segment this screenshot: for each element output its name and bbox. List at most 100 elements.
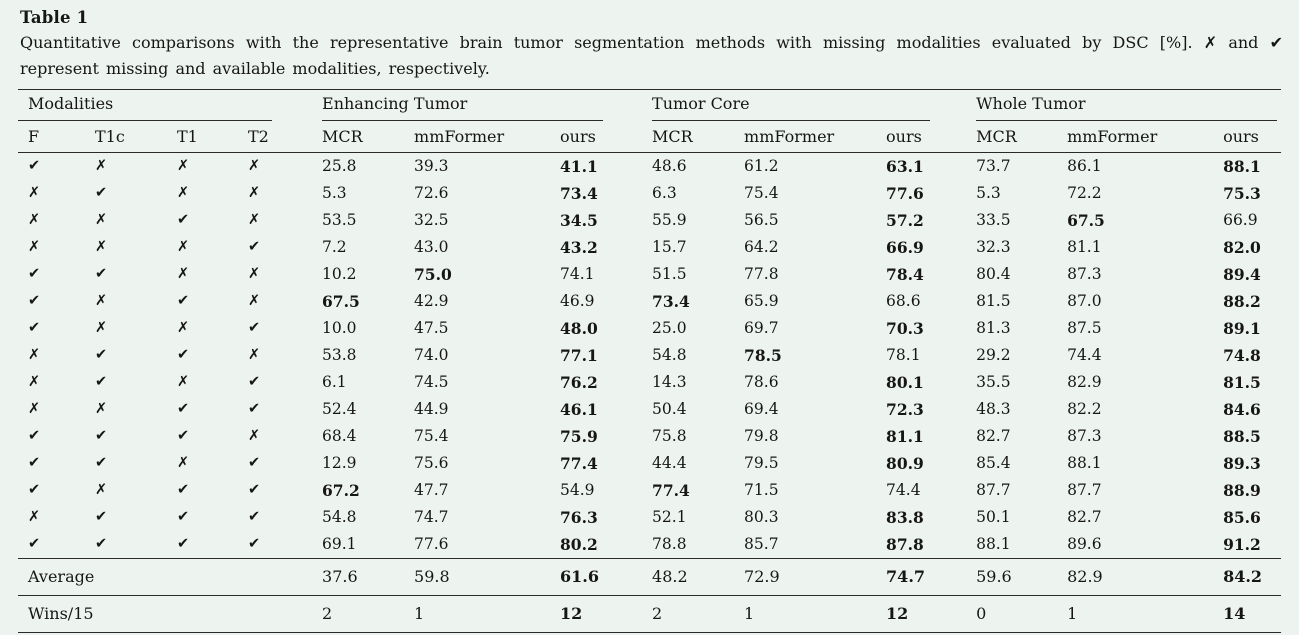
metric-value: 44.4 bbox=[652, 454, 687, 473]
metric-value: 29.2 bbox=[976, 346, 1011, 365]
column-header-row: F T1c T1 T2 MCR mmFormer ours MCR mmForm… bbox=[18, 120, 1282, 153]
metric-value: 44.9 bbox=[414, 400, 449, 419]
table-row: ✔ ✔ ✔ ✔ 69.1 77.6 80.2 78.8 85.7 87.8 88.1 89.6 91.2 bbox=[18, 531, 1281, 559]
cross-icon: ✗ bbox=[95, 158, 108, 175]
metric-value: 69.1 bbox=[322, 535, 357, 554]
cross-icon: ✗ bbox=[95, 239, 108, 256]
metric-value: 88.1 bbox=[1067, 454, 1102, 473]
cross-icon: ✗ bbox=[248, 158, 261, 175]
cross-icon: ✗ bbox=[248, 266, 261, 283]
wins-label: Wins/15 bbox=[18, 594, 323, 633]
column-header-et-ours: ours bbox=[560, 120, 653, 153]
check-icon: ✔ bbox=[248, 239, 261, 256]
summary-value: 59.8 bbox=[414, 557, 561, 596]
metric-value: 87.8 bbox=[886, 534, 924, 554]
metric-value: 74.0 bbox=[414, 346, 449, 365]
table-caption: Quantitative comparisons with the repres… bbox=[20, 33, 1283, 78]
summary-value: 1 bbox=[744, 594, 887, 633]
cross-icon: ✗ bbox=[95, 482, 108, 499]
metric-value: 89.3 bbox=[1223, 453, 1261, 473]
metric-value: 89.4 bbox=[1223, 264, 1261, 284]
column-header-wt-mcr: MCR bbox=[976, 120, 1068, 153]
metric-value: 75.6 bbox=[414, 454, 449, 473]
metric-value: 79.5 bbox=[744, 454, 779, 473]
column-header-t2: T2 bbox=[248, 120, 323, 153]
metric-value: 61.2 bbox=[744, 157, 779, 176]
metric-value: 77.1 bbox=[560, 345, 598, 365]
metric-value: 75.0 bbox=[414, 264, 452, 284]
metric-value: 46.9 bbox=[560, 292, 595, 311]
metric-value: 5.3 bbox=[322, 184, 347, 203]
metric-value: 74.5 bbox=[414, 373, 449, 392]
check-icon: ✔ bbox=[28, 266, 41, 283]
metric-value: 75.8 bbox=[652, 427, 687, 446]
check-icon: ✔ bbox=[95, 428, 108, 445]
metric-value: 70.3 bbox=[886, 318, 924, 338]
metric-value: 85.7 bbox=[744, 535, 779, 554]
metric-value: 78.5 bbox=[744, 345, 782, 365]
metric-value: 7.2 bbox=[322, 238, 347, 257]
metric-value: 42.9 bbox=[414, 292, 449, 311]
summary-value: 1 bbox=[414, 594, 561, 633]
table-row: ✗ ✔ ✗ ✔ 6.1 74.5 76.2 14.3 78.6 80.1 35.5 82.9 81.5 bbox=[18, 369, 1281, 396]
check-icon: ✔ bbox=[28, 428, 41, 445]
metric-value: 88.5 bbox=[1223, 426, 1261, 446]
metric-value: 87.7 bbox=[976, 481, 1011, 500]
column-group-modalities: Modalities bbox=[18, 89, 322, 121]
summary-value: 74.7 bbox=[886, 557, 977, 596]
metric-value: 77.8 bbox=[744, 265, 779, 284]
metric-value: 82.7 bbox=[976, 427, 1011, 446]
summary-value: 12 bbox=[886, 594, 977, 633]
metric-value: 82.7 bbox=[1067, 508, 1102, 527]
column-header-wt-ours: ours bbox=[1223, 120, 1282, 153]
check-icon: ✔ bbox=[248, 401, 261, 418]
wins-row: Wins/15 2 1 12 2 1 12 0 1 14 bbox=[18, 594, 1282, 633]
metric-value: 51.5 bbox=[652, 265, 687, 284]
metric-value: 25.0 bbox=[652, 319, 687, 338]
metric-value: 80.2 bbox=[560, 534, 598, 554]
metric-value: 81.1 bbox=[886, 426, 924, 446]
check-icon: ✔ bbox=[248, 509, 261, 526]
summary-value: 37.6 bbox=[322, 557, 415, 596]
metric-value: 80.9 bbox=[886, 453, 924, 473]
metric-value: 77.4 bbox=[652, 480, 690, 500]
cross-icon: ✗ bbox=[177, 455, 190, 472]
metric-value: 74.1 bbox=[560, 265, 595, 284]
table-row: ✗ ✔ ✔ ✗ 53.8 74.0 77.1 54.8 78.5 78.1 29.2 74.4 74.8 bbox=[18, 342, 1281, 369]
paper-table-figure: Table 1 Quantitative comparisons with th… bbox=[0, 8, 1299, 635]
group-header-row: Modalities Enhancing Tumor Tumor Core Wh… bbox=[18, 89, 1281, 121]
metric-value: 48.3 bbox=[976, 400, 1011, 419]
cross-icon: ✗ bbox=[177, 158, 190, 175]
summary-value: 0 bbox=[976, 594, 1068, 633]
column-header-tc-mcr: MCR bbox=[652, 120, 745, 153]
metric-value: 32.5 bbox=[414, 211, 449, 230]
check-icon: ✔ bbox=[248, 374, 261, 391]
metric-value: 33.5 bbox=[976, 211, 1011, 230]
check-icon: ✔ bbox=[177, 347, 190, 364]
metric-value: 39.3 bbox=[414, 157, 449, 176]
metric-value: 5.3 bbox=[976, 184, 1001, 203]
metric-value: 12.9 bbox=[322, 454, 357, 473]
metric-value: 68.4 bbox=[322, 427, 357, 446]
metric-value: 87.3 bbox=[1067, 427, 1102, 446]
metric-value: 75.9 bbox=[560, 426, 598, 446]
cross-icon: ✗ bbox=[177, 239, 190, 256]
metric-value: 87.7 bbox=[1067, 481, 1102, 500]
metric-value: 69.4 bbox=[744, 400, 779, 419]
metric-value: 78.6 bbox=[744, 373, 779, 392]
metric-value: 87.3 bbox=[1067, 265, 1102, 284]
metric-value: 73.4 bbox=[652, 291, 690, 311]
check-icon: ✔ bbox=[28, 158, 41, 175]
cross-icon: ✗ bbox=[28, 212, 41, 229]
metric-value: 84.6 bbox=[1223, 399, 1261, 419]
cross-icon: ✗ bbox=[177, 185, 190, 202]
metric-value: 56.5 bbox=[744, 211, 779, 230]
metric-value: 71.5 bbox=[744, 481, 779, 500]
metric-value: 77.6 bbox=[886, 183, 924, 203]
metric-value: 88.9 bbox=[1223, 480, 1261, 500]
results-table: Modalities Enhancing Tumor Tumor Core Wh… bbox=[18, 88, 1282, 633]
table-row: ✔ ✔ ✗ ✗ 10.2 75.0 74.1 51.5 77.8 78.4 80.4 87.3 89.4 bbox=[18, 261, 1281, 288]
metric-value: 10.0 bbox=[322, 319, 357, 338]
metric-value: 10.2 bbox=[322, 265, 357, 284]
metric-value: 6.1 bbox=[322, 373, 347, 392]
